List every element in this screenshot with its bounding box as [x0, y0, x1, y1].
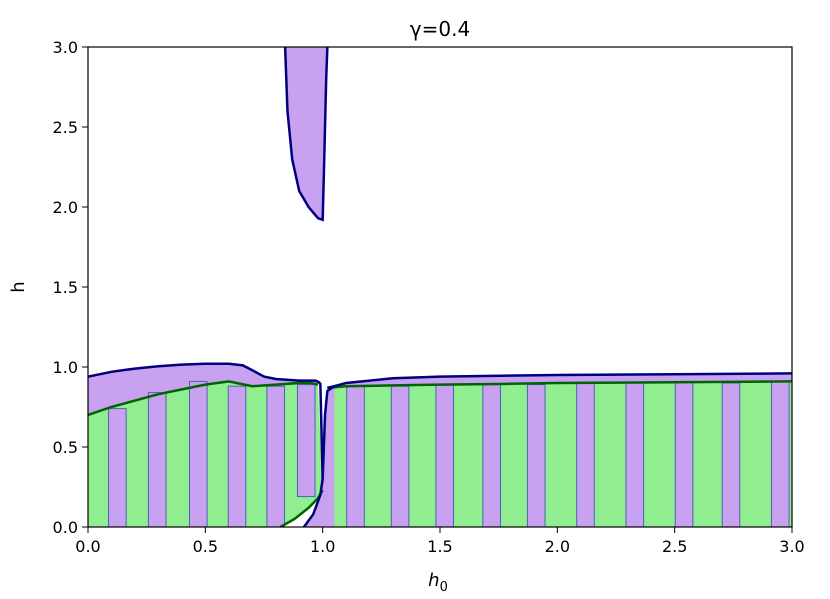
x-tick-label: 0.0: [75, 537, 100, 556]
purple-spike: [285, 47, 328, 220]
x-tick-label: 3.0: [779, 537, 804, 556]
y-tick-label: 1.5: [53, 278, 78, 297]
x-tick-label: 2.0: [545, 537, 570, 556]
purple-connector: [319, 382, 324, 480]
x-tick-label: 2.5: [662, 537, 687, 556]
purple-curve-left: [88, 362, 321, 385]
x-tick-label: 0.5: [193, 537, 218, 556]
bar-9: [482, 384, 501, 527]
y-tick-label: 1.0: [53, 358, 78, 377]
y-axis-label: h: [8, 281, 29, 292]
bar-13: [674, 380, 694, 527]
bar-15: [770, 380, 790, 527]
y-tick-label: 0.5: [53, 438, 78, 457]
y-tick-label: 2.0: [53, 198, 78, 217]
x-tick-label: 1.0: [310, 537, 335, 556]
bar-1: [147, 392, 167, 527]
green-curve-left: [88, 380, 319, 417]
purple-curve-right: [327, 372, 792, 390]
green-curve-right: [327, 380, 792, 390]
bar-3: [227, 385, 247, 527]
axes-frame: [87, 46, 793, 528]
bar-14: [721, 382, 741, 527]
purple-sliver: [303, 386, 335, 527]
bar-12: [625, 382, 645, 527]
purple-spike-edge: [283, 47, 329, 222]
y-tick-label: 3.0: [53, 38, 78, 57]
chart-title: γ=0.4: [410, 17, 470, 41]
purple-lower-curve-left: [302, 478, 324, 527]
bar-10: [526, 384, 546, 527]
bar-11: [576, 382, 595, 527]
bar-2: [188, 380, 208, 527]
y-tick-label: 2.5: [53, 118, 78, 137]
bar-6: [346, 385, 365, 527]
y-tick-label: 0.0: [53, 518, 78, 537]
bar-0: [108, 408, 127, 527]
x-axis-label-subscript: 0: [440, 580, 448, 595]
x-tick-label: 1.5: [427, 537, 452, 556]
y-axis: 0.0 0.5 1.0 1.5 2.0 2.5 3.0: [53, 38, 88, 537]
bar-7: [390, 385, 410, 527]
bar-5: [296, 384, 316, 498]
purple-lower-curve-right: [321, 385, 336, 480]
plot-area: [88, 47, 792, 527]
bar-8: [435, 384, 454, 527]
x-axis: 0.0 0.5 1.0 1.5 2.0 2.5 3.0: [75, 527, 805, 556]
x-axis-label: h0: [428, 570, 448, 595]
bar-4: [266, 385, 286, 527]
